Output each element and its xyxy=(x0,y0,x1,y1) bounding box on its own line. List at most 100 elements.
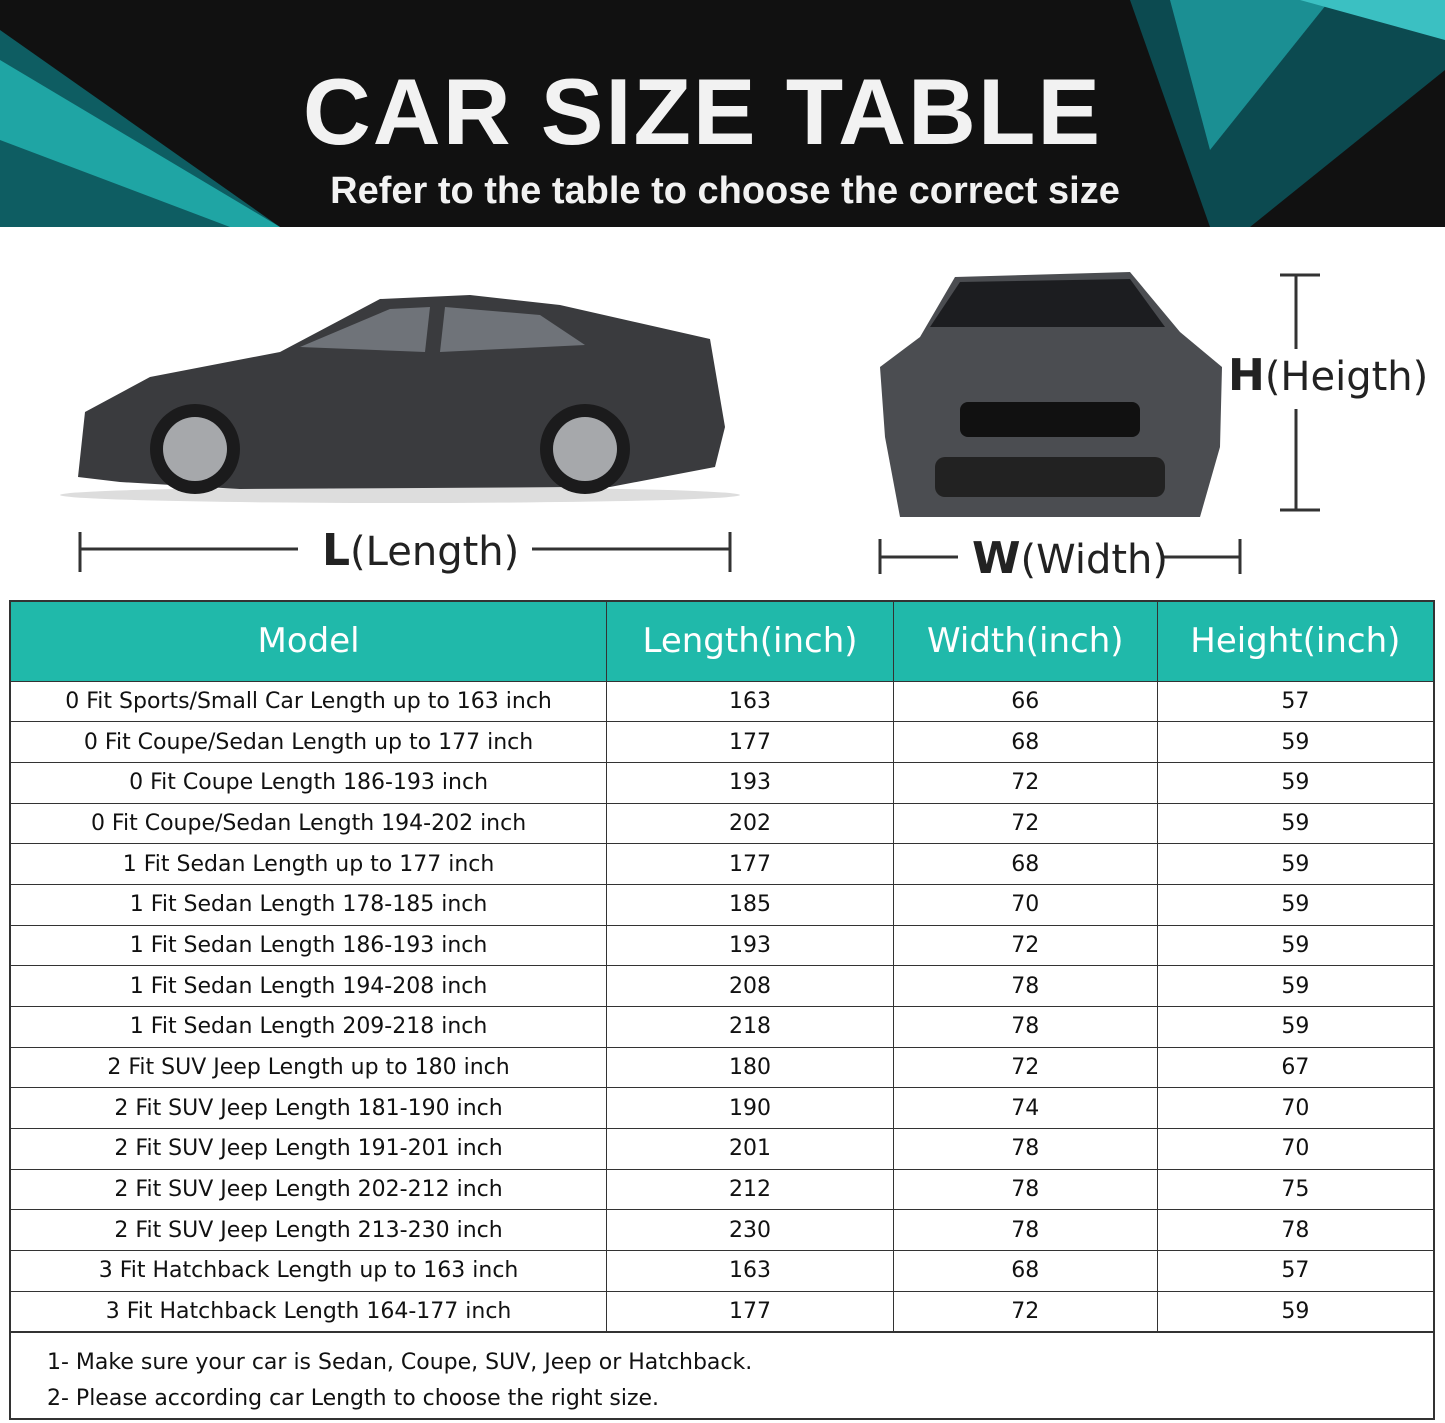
table-row: 3 Fit Hatchback Length up to 163 inch 163… xyxy=(9,1250,1435,1292)
height-cell: 59 xyxy=(1156,802,1435,845)
length-cell: 193 xyxy=(606,761,894,804)
model-cell: 1 Fit Sedan Length up to 177 inch xyxy=(9,843,608,885)
length-cell: 230 xyxy=(606,1209,894,1252)
model-cell: 0 Fit Coupe Length 186-193 inch xyxy=(9,761,608,804)
table-row: 2 Fit SUV Jeep Length up to 180 inch 180 7… xyxy=(9,1046,1435,1089)
table-row: 2 Fit SUV Jeep Length 181-190 inch 190 74 7… xyxy=(9,1087,1435,1130)
car-front-image xyxy=(880,272,1222,517)
length-cell: 177 xyxy=(606,843,894,885)
width-cell: 78 xyxy=(892,1128,1158,1170)
width-cell: 72 xyxy=(892,802,1158,845)
length-cell: 180 xyxy=(606,1046,894,1089)
length-cell: 177 xyxy=(606,721,894,763)
height-label: H(Heigth) xyxy=(1228,350,1429,401)
length-cell: 202 xyxy=(606,802,894,845)
length-cell: 163 xyxy=(606,1250,894,1292)
model-cell: 1 Fit Sedan Length 186-193 inch xyxy=(9,924,608,967)
width-cell: 78 xyxy=(892,965,1158,1007)
height-cell: 59 xyxy=(1156,924,1435,967)
note: 1- Make sure your car is Sedan, Coupe, S… xyxy=(47,1350,753,1375)
banner-decoration xyxy=(0,0,1445,227)
length-cell: 208 xyxy=(606,965,894,1007)
width-height-dimension-lines xyxy=(878,273,1320,574)
width-cell: 78 xyxy=(892,1168,1158,1211)
width-cell: 72 xyxy=(892,761,1158,804)
note: 2- Please according car Length to choose… xyxy=(47,1386,660,1411)
model-cell: 3 Fit Hatchback Length up to 163 inch xyxy=(9,1250,608,1292)
column-header: Length(inch) xyxy=(606,600,894,682)
page-title: CAR SIZE TABLE xyxy=(302,59,1103,164)
length-cell: 190 xyxy=(606,1087,894,1130)
model-cell: 2 Fit SUV Jeep Length 181-190 inch xyxy=(9,1087,608,1130)
size-table: Model Length(inch) Width(inch) Height(inch)… xyxy=(9,600,1435,1333)
model-cell: 2 Fit SUV Jeep Length 202-212 inch xyxy=(9,1168,608,1211)
model-cell: 3 Fit Hatchback Length 164-177 inch xyxy=(9,1290,608,1333)
table-row: 0 Fit Sports/Small Car Length up to 163 … xyxy=(9,680,1435,723)
table-row: 2 Fit SUV Jeep Length 202-212 inch 212 78 7… xyxy=(9,1168,1435,1211)
length-cell: 177 xyxy=(606,1290,894,1333)
width-label: W(Width) xyxy=(972,533,1168,584)
model-cell: 2 Fit SUV Jeep Length 191-201 inch xyxy=(9,1128,608,1170)
table-row: 2 Fit SUV Jeep Length 213-230 inch 230 78 7… xyxy=(9,1209,1435,1252)
table-row: 1 Fit Sedan Length 209-218 inch 218 78 59 xyxy=(9,1006,1435,1048)
column-header: Height(inch) xyxy=(1156,600,1435,682)
width-cell: 68 xyxy=(892,1250,1158,1292)
height-cell: 59 xyxy=(1156,1290,1435,1333)
height-cell: 59 xyxy=(1156,721,1435,763)
model-cell: 1 Fit Sedan Length 194-208 inch xyxy=(9,965,608,1007)
model-cell: 0 Fit Coupe/Sedan Length up to 177 inch xyxy=(9,721,608,763)
model-cell: 1 Fit Sedan Length 178-185 inch xyxy=(9,883,608,926)
table-header: Model Length(inch) Width(inch) Height(inch) xyxy=(9,600,1435,682)
length-cell: 218 xyxy=(606,1006,894,1048)
table-row: 1 Fit Sedan Length 186-193 inch 193 72 59 xyxy=(9,924,1435,967)
height-cell: 59 xyxy=(1156,883,1435,926)
length-cell: 185 xyxy=(606,883,894,926)
column-header: Width(inch) xyxy=(892,600,1158,682)
table-row: 0 Fit Coupe Length 186-193 inch 193 72 59 xyxy=(9,761,1435,804)
height-cell: 57 xyxy=(1156,1250,1435,1292)
car-illustrations xyxy=(60,272,1320,574)
width-cell: 78 xyxy=(892,1006,1158,1048)
model-cell: 2 Fit SUV Jeep Length up to 180 inch xyxy=(9,1046,608,1089)
height-cell: 59 xyxy=(1156,843,1435,885)
width-cell: 78 xyxy=(892,1209,1158,1252)
table-row: 1 Fit Sedan Length up to 177 inch 177 68 59 xyxy=(9,843,1435,885)
height-cell: 57 xyxy=(1156,680,1435,723)
model-cell: 0 Fit Sports/Small Car Length up to 163 … xyxy=(9,680,608,723)
height-cell: 78 xyxy=(1156,1209,1435,1252)
length-cell: 212 xyxy=(606,1168,894,1211)
height-cell: 59 xyxy=(1156,761,1435,804)
table-row: 1 Fit Sedan Length 178-185 inch 185 70 59 xyxy=(9,883,1435,926)
width-cell: 68 xyxy=(892,843,1158,885)
length-cell: 163 xyxy=(606,680,894,723)
table-row: 3 Fit Hatchback Length 164-177 inch 177 72… xyxy=(9,1290,1435,1333)
width-cell: 70 xyxy=(892,883,1158,926)
column-header: Model xyxy=(9,600,608,682)
height-cell: 67 xyxy=(1156,1046,1435,1089)
height-cell: 70 xyxy=(1156,1128,1435,1170)
height-cell: 70 xyxy=(1156,1087,1435,1130)
width-cell: 72 xyxy=(892,924,1158,967)
table-row: 0 Fit Coupe/Sedan Length up to 177 inch 1… xyxy=(9,721,1435,763)
table-row: 0 Fit Coupe/Sedan Length 194-202 inch 202… xyxy=(9,802,1435,845)
height-cell: 75 xyxy=(1156,1168,1435,1211)
model-cell: 0 Fit Coupe/Sedan Length 194-202 inch xyxy=(9,802,608,845)
table-row: 1 Fit Sedan Length 194-208 inch 208 78 59 xyxy=(9,965,1435,1007)
table-row: 2 Fit SUV Jeep Length 191-201 inch 201 78 7… xyxy=(9,1128,1435,1170)
width-cell: 66 xyxy=(892,680,1158,723)
page-subtitle: Refer to the table to choose the correct… xyxy=(330,170,1120,212)
height-cell: 59 xyxy=(1156,965,1435,1007)
width-cell: 68 xyxy=(892,721,1158,763)
length-dimension-line xyxy=(78,532,732,572)
model-cell: 2 Fit SUV Jeep Length 213-230 inch xyxy=(9,1209,608,1252)
model-cell: 1 Fit Sedan Length 209-218 inch xyxy=(9,1006,608,1048)
width-cell: 74 xyxy=(892,1087,1158,1130)
car-side-image xyxy=(60,295,740,503)
width-cell: 72 xyxy=(892,1290,1158,1333)
width-cell: 72 xyxy=(892,1046,1158,1089)
notes: 1- Make sure your car is Sedan, Coupe, S… xyxy=(9,1333,1435,1420)
length-cell: 201 xyxy=(606,1128,894,1170)
height-cell: 59 xyxy=(1156,1006,1435,1048)
header-banner: CAR SIZE TABLE Refer to the table to cho… xyxy=(0,0,1445,227)
length-cell: 193 xyxy=(606,924,894,967)
